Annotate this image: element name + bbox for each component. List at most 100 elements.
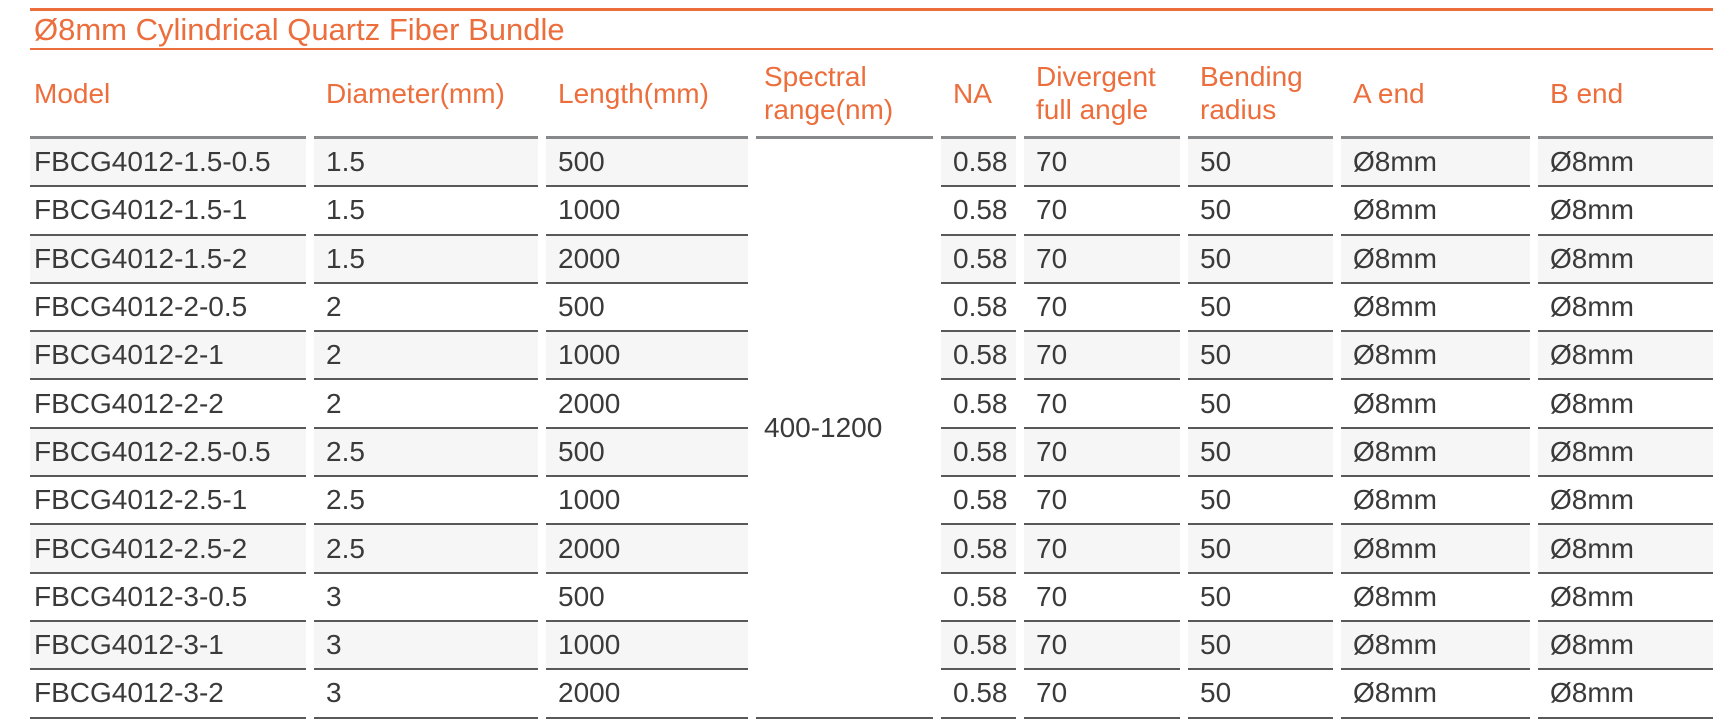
- cell-length: 500: [546, 283, 748, 333]
- cell-na: 0.58: [941, 187, 1016, 236]
- cell-diameter: 2: [314, 380, 538, 429]
- cell-b-end: Ø8mm: [1538, 621, 1714, 671]
- cell-model: FBCG4012-2.5-2: [30, 525, 306, 574]
- cell-bending-radius: 50: [1188, 235, 1333, 284]
- cell-model: FBCG4012-1.5-1: [30, 187, 306, 236]
- cell-diameter: 1.5: [314, 139, 538, 188]
- cell-bending-radius: 50: [1188, 332, 1333, 381]
- cell-bending-radius: 50: [1188, 670, 1333, 719]
- cell-a-end: Ø8mm: [1341, 235, 1530, 284]
- cell-diameter: 3: [314, 573, 538, 622]
- cell-divergent-full-angle: 70: [1024, 428, 1180, 478]
- cell-length: 500: [546, 139, 748, 188]
- cell-model: FBCG4012-2-1: [30, 332, 306, 381]
- col-header-spectral-range: Spectral range(nm): [756, 50, 933, 139]
- table-body: FBCG4012-1.5-0.5 1.5 500 400-1200 0.58 70 50 Ø8…: [30, 139, 1714, 719]
- cell-length: 1000: [546, 621, 748, 671]
- cell-na: 0.58: [941, 525, 1016, 574]
- cell-a-end: Ø8mm: [1341, 187, 1530, 236]
- cell-a-end: Ø8mm: [1341, 477, 1530, 526]
- col-header-model: Model: [30, 50, 306, 139]
- cell-b-end: Ø8mm: [1538, 670, 1714, 719]
- cell-model: FBCG4012-3-2: [30, 670, 306, 719]
- cell-a-end: Ø8mm: [1341, 670, 1530, 719]
- table-row: FBCG4012-3-0.5 3 500 0.58 70 50 Ø8mm Ø8mm: [30, 573, 1714, 622]
- cell-b-end: Ø8mm: [1538, 428, 1714, 478]
- table-row: FBCG4012-3-2 3 2000 0.58 70 50 Ø8mm Ø8mm: [30, 670, 1714, 719]
- cell-divergent-full-angle: 70: [1024, 621, 1180, 671]
- cell-b-end: Ø8mm: [1538, 477, 1714, 526]
- cell-divergent-full-angle: 70: [1024, 283, 1180, 333]
- cell-bending-radius: 50: [1188, 525, 1333, 574]
- cell-na: 0.58: [941, 428, 1016, 478]
- cell-diameter: 2.5: [314, 477, 538, 526]
- cell-a-end: Ø8mm: [1341, 283, 1530, 333]
- cell-b-end: Ø8mm: [1538, 235, 1714, 284]
- cell-bending-radius: 50: [1188, 428, 1333, 478]
- table-row: FBCG4012-2.5-2 2.5 2000 0.58 70 50 Ø8mm Ø8mm: [30, 525, 1714, 574]
- cell-na: 0.58: [941, 235, 1016, 284]
- table-row: FBCG4012-2-2 2 2000 0.58 70 50 Ø8mm Ø8mm: [30, 380, 1714, 429]
- table-head: Ø8mm Cylindrical Quartz Fiber Bundle Mod…: [30, 8, 1714, 139]
- cell-b-end: Ø8mm: [1538, 283, 1714, 333]
- cell-bending-radius: 50: [1188, 380, 1333, 429]
- cell-diameter: 3: [314, 621, 538, 671]
- table-row: FBCG4012-3-1 3 1000 0.58 70 50 Ø8mm Ø8mm: [30, 621, 1714, 671]
- cell-model: FBCG4012-1.5-0.5: [30, 139, 306, 188]
- table-row: FBCG4012-2.5-0.5 2.5 500 0.58 70 50 Ø8mm Ø8mm: [30, 428, 1714, 478]
- cell-diameter: 2.5: [314, 525, 538, 574]
- cell-length: 2000: [546, 525, 748, 574]
- cell-divergent-full-angle: 70: [1024, 380, 1180, 429]
- cell-na: 0.58: [941, 477, 1016, 526]
- cell-divergent-full-angle: 70: [1024, 477, 1180, 526]
- col-header-diameter: Diameter(mm): [314, 50, 538, 139]
- cell-bending-radius: 50: [1188, 477, 1333, 526]
- cell-bending-radius: 50: [1188, 283, 1333, 333]
- cell-na: 0.58: [941, 283, 1016, 333]
- cell-b-end: Ø8mm: [1538, 139, 1714, 188]
- cell-na: 0.58: [941, 332, 1016, 381]
- cell-diameter: 3: [314, 670, 538, 719]
- cell-b-end: Ø8mm: [1538, 332, 1714, 381]
- table-row: FBCG4012-1.5-1 1.5 1000 0.58 70 50 Ø8mm Ø8mm: [30, 187, 1714, 236]
- cell-model: FBCG4012-2.5-1: [30, 477, 306, 526]
- cell-model: FBCG4012-1.5-2: [30, 235, 306, 284]
- cell-length: 1000: [546, 187, 748, 236]
- cell-divergent-full-angle: 70: [1024, 573, 1180, 622]
- col-header-length: Length(mm): [546, 50, 748, 139]
- header-row: Model Diameter(mm) Length(mm) Spectral r…: [30, 50, 1714, 139]
- cell-a-end: Ø8mm: [1341, 621, 1530, 671]
- cell-a-end: Ø8mm: [1341, 573, 1530, 622]
- cell-divergent-full-angle: 70: [1024, 139, 1180, 188]
- cell-length: 2000: [546, 670, 748, 719]
- cell-diameter: 1.5: [314, 187, 538, 236]
- table-row: FBCG4012-2.5-1 2.5 1000 0.58 70 50 Ø8mm Ø8mm: [30, 477, 1714, 526]
- table-row: FBCG4012-1.5-0.5 1.5 500 400-1200 0.58 70 50 Ø8…: [30, 139, 1714, 719]
- fiber-bundle-spec-table: Ø8mm Cylindrical Quartz Fiber Bundle Mod…: [22, 8, 1721, 719]
- table-title: Ø8mm Cylindrical Quartz Fiber Bundle: [30, 8, 1714, 50]
- table-row: FBCG4012-1.5-2 1.5 2000 0.58 70 50 Ø8mm Ø8mm: [30, 235, 1714, 284]
- cell-na: 0.58: [941, 621, 1016, 671]
- cell-bending-radius: 50: [1188, 621, 1333, 671]
- cell-model: FBCG4012-2-2: [30, 380, 306, 429]
- cell-divergent-full-angle: 70: [1024, 525, 1180, 574]
- title-row: Ø8mm Cylindrical Quartz Fiber Bundle: [30, 8, 1714, 50]
- cell-bending-radius: 50: [1188, 573, 1333, 622]
- col-header-na: NA: [941, 50, 1016, 139]
- cell-length: 2000: [546, 235, 748, 284]
- cell-model: FBCG4012-2-0.5: [30, 283, 306, 333]
- cell-diameter: 2.5: [314, 428, 538, 478]
- table-row: FBCG4012-2-1 2 1000 0.58 70 50 Ø8mm Ø8mm: [30, 332, 1714, 381]
- cell-a-end: Ø8mm: [1341, 139, 1530, 188]
- col-header-divergent-full-angle: Divergent full angle: [1024, 50, 1180, 139]
- cell-length: 500: [546, 573, 748, 622]
- col-header-bending-radius: Bending radius: [1188, 50, 1333, 139]
- cell-divergent-full-angle: 70: [1024, 187, 1180, 236]
- cell-b-end: Ø8mm: [1538, 573, 1714, 622]
- cell-a-end: Ø8mm: [1341, 525, 1530, 574]
- cell-na: 0.58: [941, 573, 1016, 622]
- cell-model: FBCG4012-2.5-0.5: [30, 428, 306, 478]
- cell-model: FBCG4012-3-1: [30, 621, 306, 671]
- col-header-a-end: A end: [1341, 50, 1530, 139]
